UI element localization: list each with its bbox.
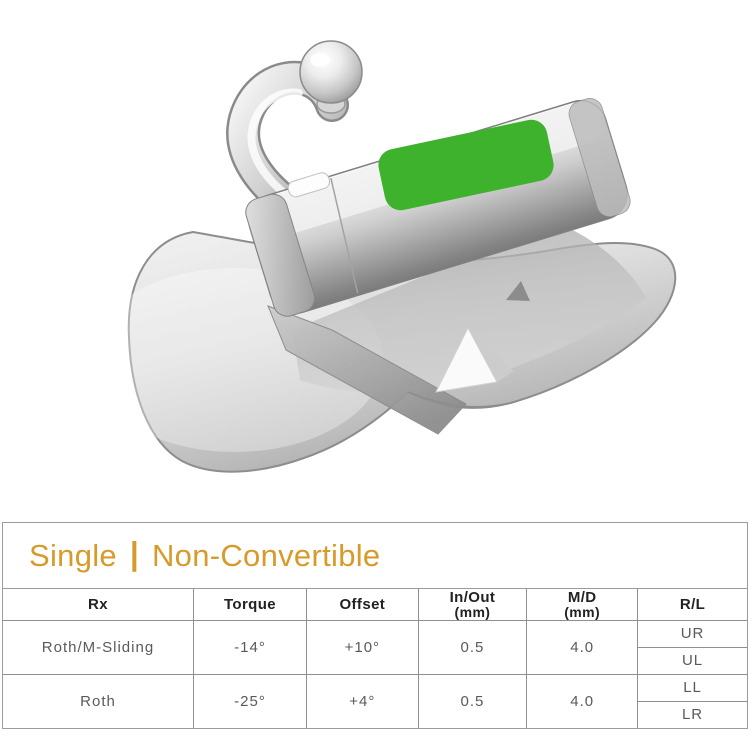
cell-rl: LL — [637, 673, 747, 702]
buccal-tube-illustration — [87, 40, 677, 473]
header-row: Rx Torque Offset In/Out (mm) M/D (mm) R/… — [3, 588, 747, 621]
ball-hook — [226, 40, 363, 229]
table-row: Roth -25° +4° 0.5 4.0 LL — [3, 673, 747, 728]
base-pad — [87, 222, 677, 473]
col-header-label: Rx — [87, 595, 108, 613]
pyramid-facet-shade — [468, 328, 514, 382]
tube-seam — [330, 177, 359, 294]
green-label — [378, 119, 554, 211]
table-row: LR — [3, 700, 747, 728]
title-secondary: Non-Convertible — [151, 537, 381, 573]
cell-md: 4.0 — [526, 673, 639, 728]
spec-table: Rx Torque Offset In/Out (mm) M/D (mm) R/… — [3, 589, 747, 728]
card-title: Single | Non-Convertible — [3, 523, 747, 589]
col-header-inout: In/Out (mm) — [417, 588, 528, 621]
product-photo — [87, 40, 677, 473]
cell-inout: 0.5 — [417, 673, 528, 728]
cell-md: 4.0 — [526, 619, 639, 675]
col-header-rl: R/L — [637, 589, 747, 621]
col-header-md: M/D (mm) — [526, 588, 639, 621]
col-header-unit: (mm) — [564, 604, 601, 621]
pad-occlusal-band — [292, 222, 646, 393]
tube-front-wall — [267, 305, 467, 435]
id-label-group — [378, 119, 554, 211]
pad-edge-line — [407, 391, 515, 408]
slot-notch — [287, 172, 331, 198]
cell-offset: +10° — [306, 619, 419, 675]
title-primary: Single — [29, 537, 117, 573]
tube-distal-end — [568, 98, 631, 218]
title-separator: | — [129, 534, 139, 572]
col-header-label: Offset — [339, 595, 386, 613]
cell-rl: UL — [637, 646, 747, 675]
arm-highlight — [247, 88, 303, 206]
cell-torque: -14° — [192, 619, 308, 675]
tube-mesial-cap — [245, 193, 316, 317]
pad-highlight — [87, 268, 383, 452]
table-row: Roth/M-Sliding -14° +10° 0.5 4.0 UR — [3, 619, 747, 675]
col-header-offset: Offset — [306, 589, 419, 621]
col-header-unit: (mm) — [454, 604, 491, 621]
cell-rx: Roth/M-Sliding — [3, 619, 194, 675]
col-header-label: Torque — [223, 595, 277, 613]
spec-card: Single | Non-Convertible Rx Torque Offse… — [2, 522, 748, 729]
cell-offset: +4° — [306, 673, 419, 728]
orientation-mark — [506, 281, 530, 301]
cell-inout: 0.5 — [417, 619, 528, 675]
cell-rx: Roth — [3, 673, 194, 728]
cell-rl: LR — [637, 700, 747, 728]
col-header-label: R/L — [679, 595, 706, 613]
col-header-label: M/D — [567, 588, 597, 606]
ball-glint — [310, 53, 330, 67]
cell-torque: -25° — [192, 673, 308, 728]
hook-ball — [299, 40, 363, 104]
cell-rl: UR — [637, 619, 747, 648]
table-row: UL — [3, 646, 747, 675]
col-header-torque: Torque — [192, 589, 308, 621]
col-header-rx: Rx — [3, 589, 194, 621]
col-header-label: In/Out — [449, 588, 496, 606]
